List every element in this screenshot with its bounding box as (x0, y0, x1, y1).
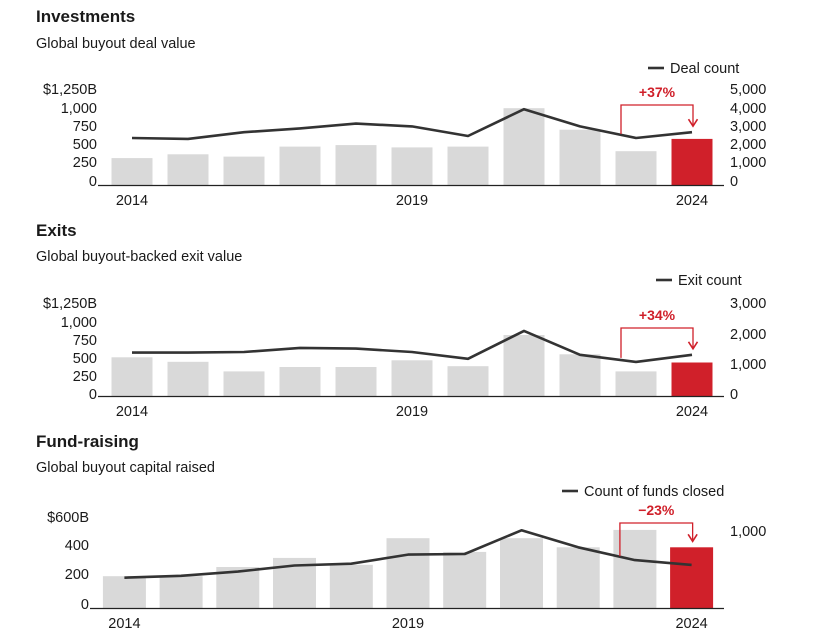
legend-label: Deal count (670, 61, 739, 77)
panel-subtitle-exits: Global buyout-backed exit value (36, 249, 243, 265)
annotation-arrow-icon (687, 341, 699, 351)
y-left-tick-label: $600B (47, 510, 89, 526)
y-left-tick-label: $1,250B (43, 82, 97, 98)
bar-2014 (111, 357, 153, 396)
annotation-bracket (620, 327, 694, 358)
y-left-tick-label: 750 (73, 333, 97, 349)
x-tick-label: 2014 (108, 616, 140, 632)
y-left-tick-label: 1,000 (61, 101, 97, 117)
bar-2020 (443, 551, 487, 608)
bar-2022 (559, 129, 601, 185)
y-right-tick-label: 1,000 (730, 524, 766, 540)
x-tick-label: 2019 (396, 404, 428, 420)
bar-2019 (391, 147, 433, 185)
y-left-tick-label: 1,000 (61, 315, 97, 331)
bar-2023 (615, 371, 657, 396)
bar-2014 (102, 576, 146, 608)
y-left-tick-label: 500 (73, 351, 97, 367)
bar-2016 (223, 156, 265, 185)
bar-2023 (615, 151, 657, 185)
bar-2020 (447, 366, 489, 396)
bar-2024 (670, 547, 714, 608)
bar-2017 (279, 146, 321, 185)
fund-raising-chart: 2014 2019 2024 $600B 400 200 0 1,000 Count of fu… (47, 484, 766, 632)
y-left-tick-label: 400 (65, 538, 89, 554)
annotation-bracket (620, 104, 694, 134)
y-left-tick-label: 500 (73, 137, 97, 153)
y-left-tick-label: 0 (89, 387, 97, 403)
annotation-arrow-icon (687, 118, 699, 128)
panel-subtitle-investments: Global buyout deal value (36, 36, 196, 52)
x-tick-label: 2024 (676, 404, 708, 420)
x-tick-label: 2014 (116, 193, 148, 209)
line-series-exit-count (132, 329, 693, 364)
y-right-tick-label: 4,000 (730, 101, 766, 117)
x-tick-label: 2019 (392, 616, 424, 632)
panel-title-fund-raising: Fund-raising (36, 432, 139, 451)
bar-2018 (335, 367, 377, 396)
bar-2021 (503, 108, 545, 185)
y-right-tick-label: 2,000 (730, 327, 766, 343)
bar-2015 (167, 154, 209, 185)
bar-2017 (279, 367, 321, 396)
bar-2018 (335, 145, 377, 185)
x-tick-label: 2014 (116, 404, 148, 420)
bar-2014 (111, 158, 153, 185)
bar-2024 (671, 138, 713, 185)
x-tick-label: 2019 (396, 193, 428, 209)
annotation-change-label: −23% (638, 502, 675, 518)
bar-2021 (500, 538, 543, 608)
line-series-deal-count (131, 107, 693, 141)
x-tick-label: 2024 (676, 193, 708, 209)
y-right-tick-label: 0 (730, 387, 738, 403)
bar-2022 (559, 354, 601, 396)
bar-2018 (329, 564, 373, 608)
y-left-tick-label: 250 (73, 369, 97, 385)
y-right-tick-label: 3,000 (730, 119, 766, 135)
bar-2019 (391, 360, 433, 396)
bar-2015 (159, 576, 203, 608)
y-right-tick-label: 1,000 (730, 155, 766, 171)
y-left-tick-label: 200 (65, 567, 89, 583)
investments-chart: 2014 2019 2024 $1,250B 1,000 750 500 250 0 5,000 4… (43, 61, 766, 209)
y-left-tick-label: 0 (81, 597, 89, 613)
bar-2021 (503, 335, 545, 396)
legend-label: Exit count (678, 273, 742, 289)
line-series-count-of-funds-closed (124, 528, 692, 579)
bar-2020 (447, 146, 489, 185)
y-right-tick-label: 1,000 (730, 357, 766, 373)
annotation-bracket (619, 522, 694, 557)
panel-title-investments: Investments (36, 7, 136, 26)
bar-2016 (223, 371, 265, 396)
y-right-tick-label: 2,000 (730, 137, 766, 153)
annotation-arrow-icon (687, 533, 698, 543)
annotation-change-label: +34% (639, 307, 676, 323)
panel-subtitle-fund-raising: Global buyout capital raised (36, 460, 215, 476)
exits-chart: 2014 2019 2024 $1,250B 1,000 750 500 250 0 3,000 2… (43, 273, 766, 420)
legend-label: Count of funds closed (584, 484, 724, 500)
y-left-tick-label: $1,250B (43, 296, 97, 312)
bar-2015 (167, 361, 209, 396)
bar-2023 (613, 529, 657, 608)
y-left-tick-label: 0 (89, 174, 97, 190)
bar-2024 (671, 362, 713, 396)
y-left-tick-label: 250 (73, 155, 97, 171)
y-left-tick-label: 750 (73, 119, 97, 135)
y-right-tick-label: 3,000 (730, 296, 766, 312)
y-right-tick-label: 0 (730, 174, 738, 190)
annotation-change-label: +37% (639, 84, 676, 100)
y-right-tick-label: 5,000 (730, 82, 766, 98)
bar-2022 (556, 547, 600, 608)
panel-title-exits: Exits (36, 221, 77, 240)
x-tick-label: 2024 (675, 616, 707, 632)
bar-2019 (386, 538, 430, 608)
